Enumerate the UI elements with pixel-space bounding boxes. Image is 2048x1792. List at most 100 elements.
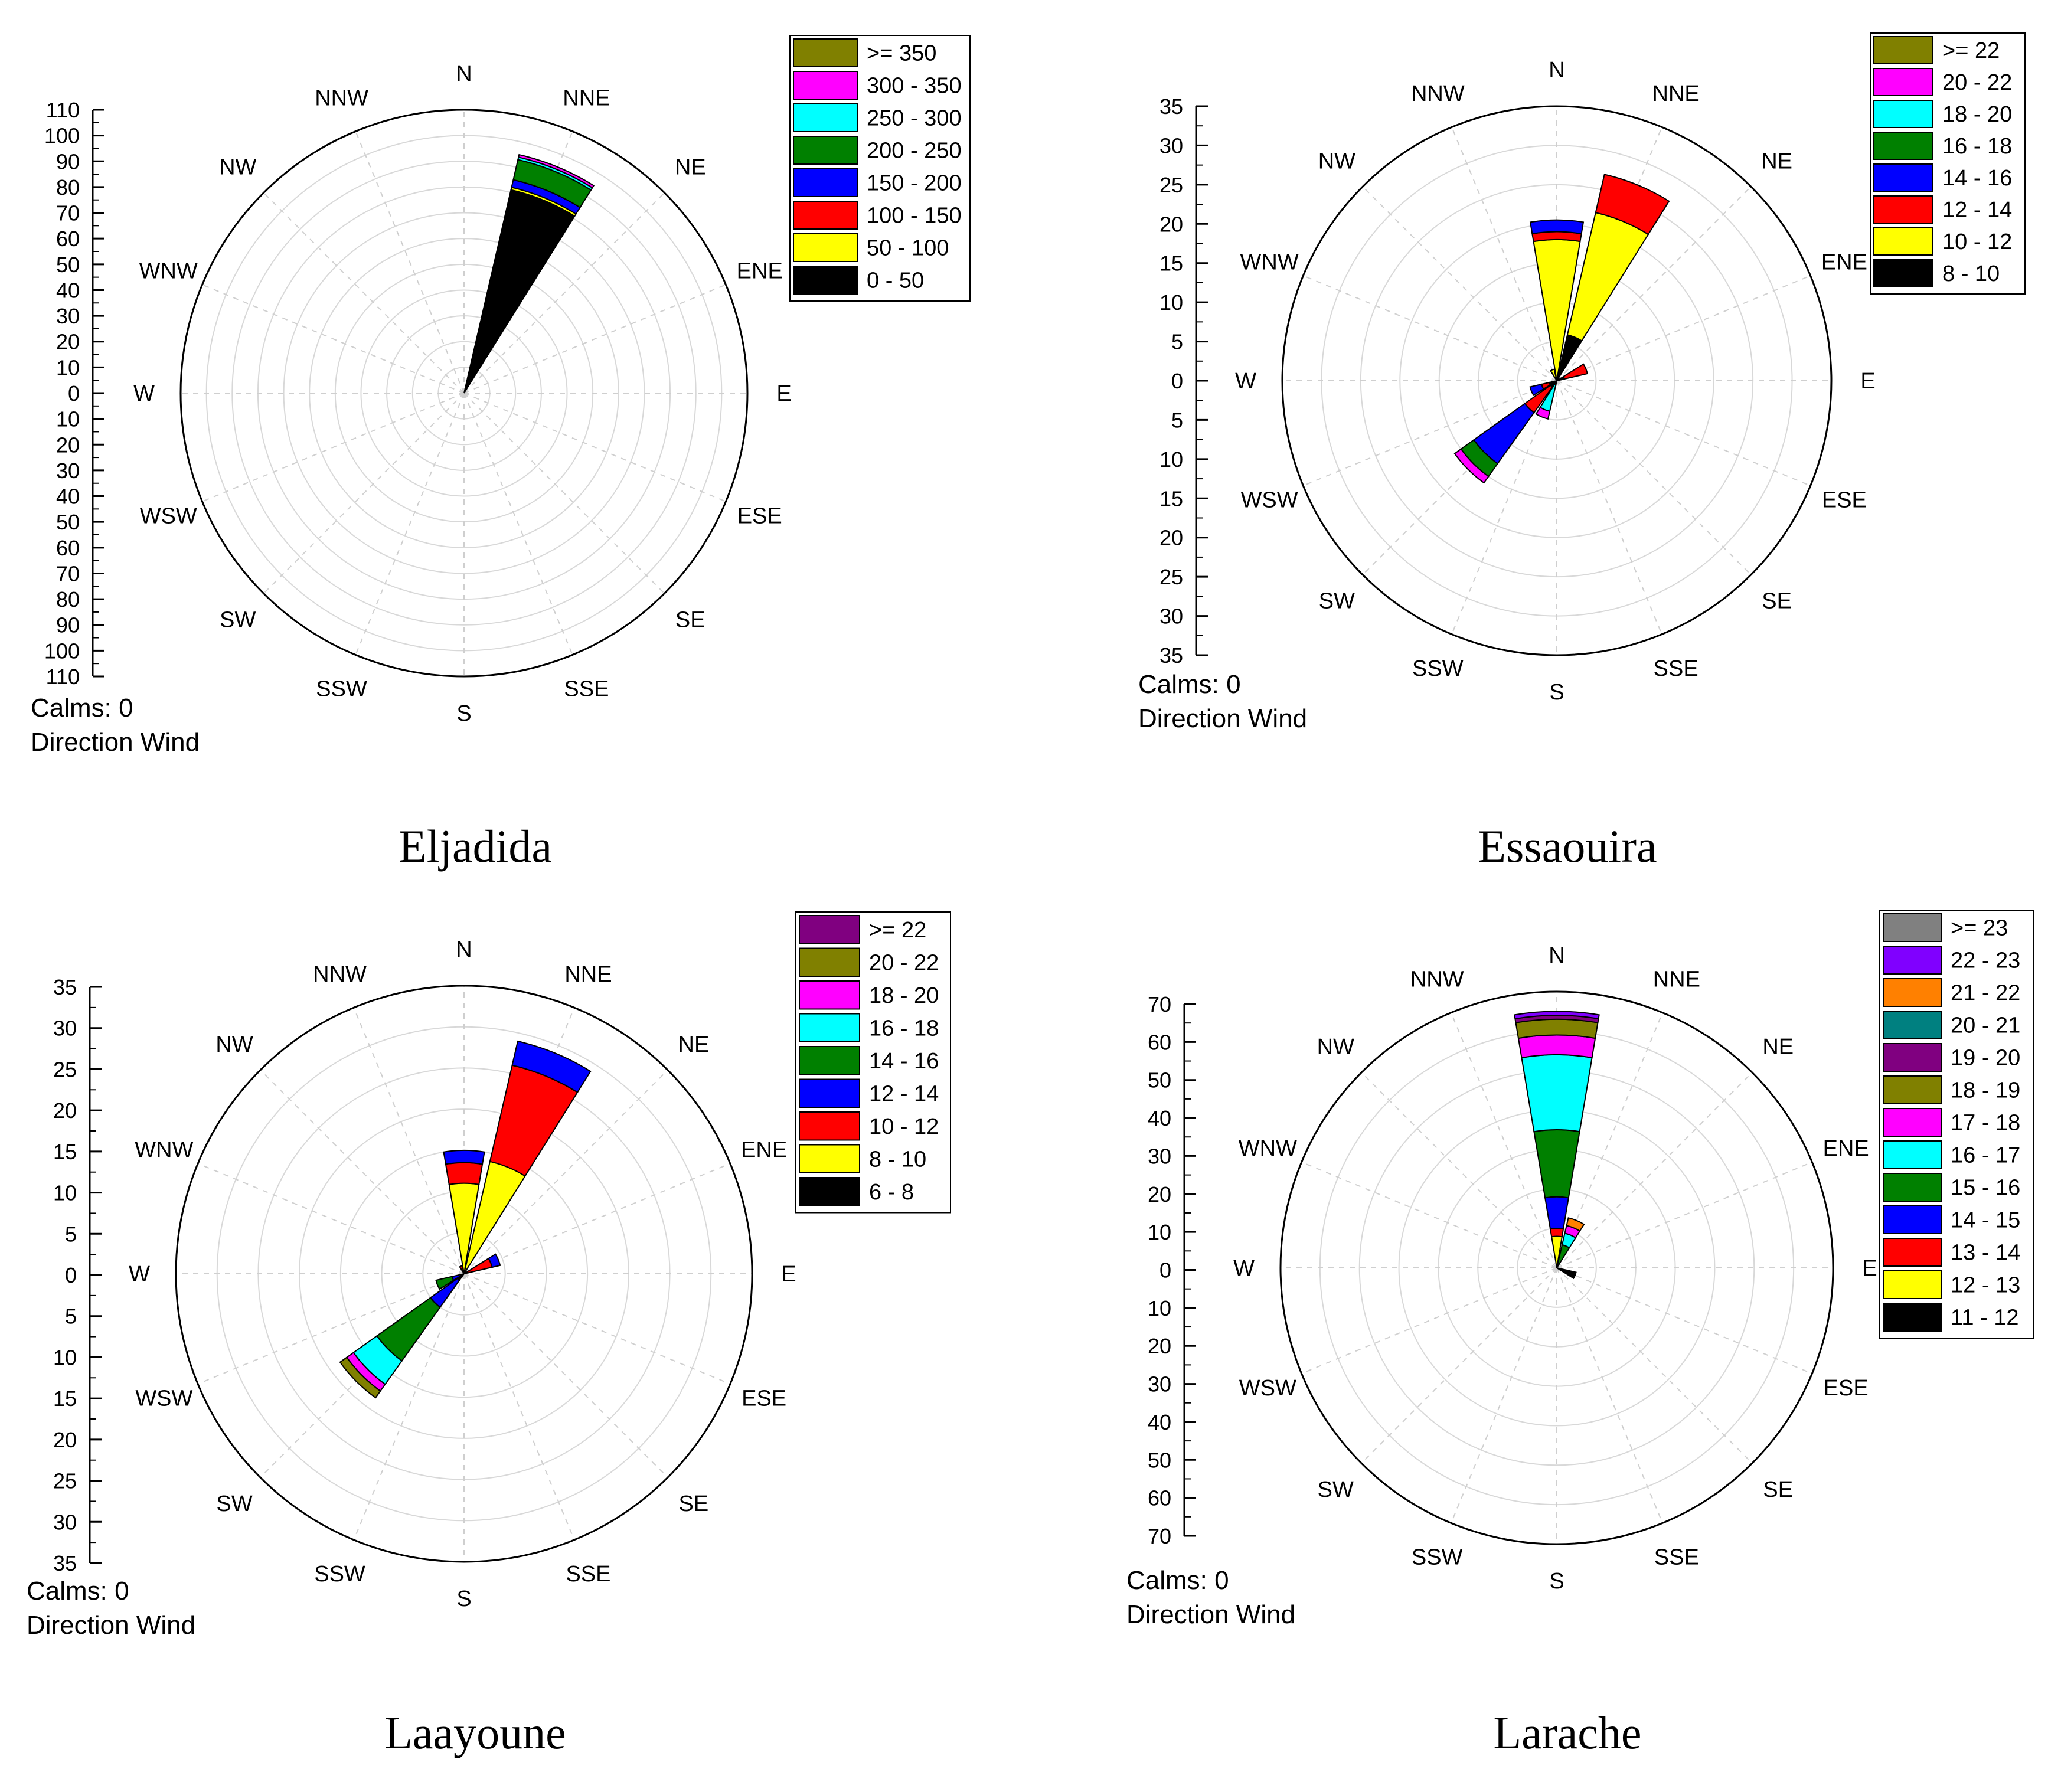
- direction-label-nw: NW: [219, 155, 256, 180]
- axis-tick-label: 70: [56, 561, 80, 586]
- legend-swatch: [793, 266, 858, 295]
- grid-spoke: [1361, 1267, 1557, 1464]
- grid-spoke: [202, 393, 465, 502]
- legend-swatch: [1873, 163, 1933, 192]
- axis-tick-label: 10: [56, 407, 80, 431]
- legend-swatch: [1873, 100, 1933, 128]
- direction-label-n: N: [456, 937, 472, 962]
- axis-tick-label: 25: [1159, 565, 1183, 589]
- grid-spoke: [1303, 380, 1557, 486]
- axis-tick-label: 30: [1148, 1372, 1171, 1397]
- legend-label: >= 23: [1951, 916, 2008, 941]
- axis-tick-label: 20: [1159, 212, 1183, 236]
- axis-tick-label: 80: [56, 175, 80, 200]
- direction-label-wnw: WNW: [139, 259, 198, 284]
- legend-label: 12 - 13: [1951, 1273, 2020, 1298]
- grid-spoke: [463, 393, 665, 594]
- axis-tick-label: 40: [56, 485, 80, 509]
- legend-label: 21 - 22: [1951, 981, 2020, 1006]
- direction-label-ne: NE: [678, 1032, 710, 1057]
- legend-label: 12 - 14: [869, 1081, 939, 1106]
- axis-tick-label: 30: [1159, 133, 1183, 158]
- legend-swatch: [799, 1013, 860, 1042]
- legend-swatch: [799, 1144, 860, 1173]
- axis-tick-label: 15: [1159, 486, 1183, 511]
- axis-tick-label: 30: [1159, 604, 1183, 629]
- petal-sw: [339, 1273, 465, 1399]
- direction-label-w: W: [1233, 1256, 1255, 1281]
- axis-tick-label: 20: [53, 1428, 77, 1452]
- legend-swatch: [799, 1046, 860, 1075]
- direction-label-e: E: [1860, 369, 1875, 394]
- legend-swatch: [1873, 132, 1933, 160]
- legend-label: 16 - 18: [1942, 134, 2012, 159]
- axis-tick-label: 10: [1159, 447, 1183, 472]
- axis-tick-label: 30: [56, 459, 80, 483]
- axis-tick-label: 5: [1171, 408, 1183, 432]
- direction-label-nw: NW: [215, 1032, 253, 1057]
- direction-label-nne: NNE: [1653, 967, 1700, 992]
- petal-wsw: [1529, 380, 1557, 397]
- legend-label: 0 - 50: [867, 269, 924, 293]
- grid-spoke: [355, 393, 465, 655]
- petal-n: [1514, 1011, 1600, 1268]
- legend-swatch: [1883, 1238, 1942, 1267]
- grid-spoke: [1451, 380, 1557, 635]
- axis-tick-label: 80: [56, 587, 80, 611]
- petal-segment: [1550, 368, 1557, 381]
- radial-axis: 35 30 25 20 15 10 5 0 5 10 15 20 25 30 35: [1159, 94, 1208, 668]
- calms-label: Calms: 0: [1138, 670, 1241, 699]
- grid-spoke: [1450, 1012, 1557, 1268]
- legend-label: >= 22: [1942, 38, 2000, 63]
- direction-label-wsw: WSW: [1239, 1376, 1296, 1401]
- legend-swatch: [793, 71, 858, 100]
- axis-tick-label: 90: [56, 613, 80, 637]
- grid-spoke: [463, 284, 726, 394]
- legend-label: 12 - 14: [1942, 198, 2012, 223]
- legend-swatch: [1883, 1108, 1942, 1137]
- axis-tick-label: 10: [1148, 1220, 1171, 1244]
- direction-label-sse: SSE: [1654, 1545, 1699, 1570]
- legend-label: 16 - 17: [1951, 1143, 2020, 1168]
- direction-label-ssw: SSW: [1412, 1545, 1463, 1570]
- petal-segment: [1514, 1011, 1600, 1020]
- petal-wsw: [435, 1273, 465, 1290]
- direction-label-wsw: WSW: [140, 503, 197, 528]
- axis-tick-label: 25: [53, 1469, 77, 1493]
- axis-tick-label: 20: [1159, 526, 1183, 550]
- legend-label: 11 - 12: [1951, 1306, 2018, 1330]
- direction-label-ene: ENE: [1821, 250, 1867, 274]
- axis-tick-label: 0: [68, 381, 80, 406]
- direction-label-ssw: SSW: [314, 1562, 365, 1587]
- grid-spoke: [1450, 1267, 1557, 1523]
- direction-label-wsw: WSW: [135, 1386, 192, 1411]
- direction-label-se: SE: [1762, 589, 1792, 614]
- direction-label-nnw: NNW: [315, 86, 368, 110]
- calms-label: Calms: 0: [27, 1577, 129, 1605]
- axis-tick-label: 10: [1159, 290, 1183, 315]
- axis-tick-label: 50: [56, 510, 80, 534]
- direction-label-wnw: WNW: [135, 1138, 193, 1163]
- direction-label-ese: ESE: [737, 503, 782, 528]
- grid-ring: [231, 161, 697, 626]
- petal-n: [1529, 219, 1585, 381]
- axis-tick-label: 10: [53, 1345, 77, 1369]
- grid-spoke: [263, 192, 465, 394]
- axis-tick-label: 30: [1148, 1144, 1171, 1168]
- axis-tick-label: 20: [56, 433, 80, 457]
- petal-segment: [445, 1162, 484, 1185]
- petal-segment: [511, 1040, 592, 1093]
- legend-label: 19 - 20: [1951, 1046, 2020, 1071]
- legend-label: 8 - 10: [869, 1147, 926, 1172]
- axis-tick-label: 15: [53, 1386, 77, 1411]
- chart-caption: Larache: [1493, 1707, 1641, 1758]
- direction-label-w: W: [129, 1262, 150, 1287]
- radial-axis: 1101009080706050403020100102030405060708…: [44, 98, 104, 689]
- grid-spoke: [1361, 1072, 1557, 1268]
- axis-tick-label: 50: [1148, 1448, 1171, 1472]
- direction-label-nne: NNE: [1652, 81, 1700, 106]
- direction-label-ene: ENE: [737, 259, 783, 284]
- legend-swatch: [1883, 1205, 1942, 1234]
- legend-swatch: [793, 233, 858, 262]
- legend-label: 14 - 16: [869, 1049, 939, 1074]
